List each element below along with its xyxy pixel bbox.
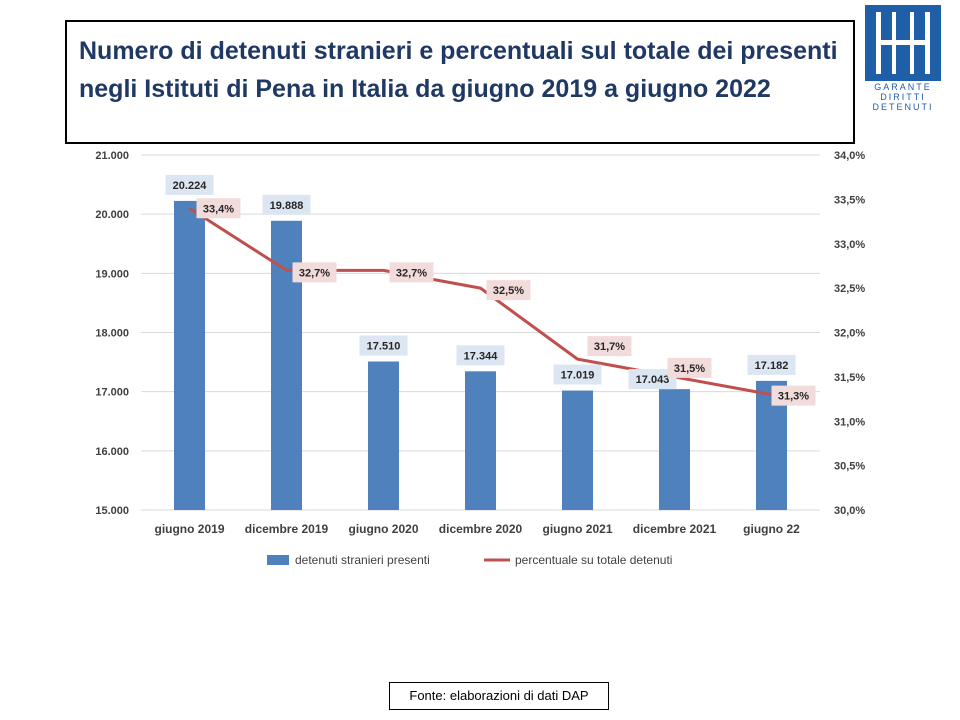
bar <box>465 371 496 510</box>
bar-label-bg <box>628 369 677 390</box>
logo-text-1: GARANTE <box>874 82 932 92</box>
bar-label-bg <box>553 364 602 385</box>
bar <box>562 390 593 510</box>
garante-logo-mark <box>865 5 941 81</box>
legend-label-bars: detenuti stranieri presenti <box>295 553 430 567</box>
y-right-tick-label: 30,0% <box>834 505 865 517</box>
title-box: Numero di detenuti stranieri e percentua… <box>65 20 855 144</box>
legend-label-line: percentuale su totale detenuti <box>515 553 672 567</box>
line-data-label: 33,4% <box>203 203 234 215</box>
y-left-tick-label: 20.000 <box>95 209 129 221</box>
chart-title: Numero di detenuti stranieri e percentua… <box>79 37 838 103</box>
line-label-bg <box>389 262 434 283</box>
bar-data-label: 17.019 <box>561 370 595 382</box>
line-data-label: 32,7% <box>396 267 427 279</box>
garante-logo: GARANTE DIRITTI DETENUTI <box>864 4 942 112</box>
y-right-tick-label: 31,0% <box>834 416 865 428</box>
x-tick-label: giugno 2020 <box>348 522 418 536</box>
y-right-tick-label: 31,5% <box>834 372 865 384</box>
y-left-tick-label: 16.000 <box>95 446 129 458</box>
y-left-tick-label: 21.000 <box>95 150 129 162</box>
y-right-tick-label: 33,5% <box>834 194 865 206</box>
x-tick-label: dicembre 2019 <box>245 522 329 536</box>
bar-data-label: 17.344 <box>464 350 499 362</box>
bar-label-bg <box>165 174 214 195</box>
y-left-tick-label: 18.000 <box>95 328 129 340</box>
x-tick-label: dicembre 2020 <box>439 522 523 536</box>
y-right-tick-label: 33,0% <box>834 239 865 251</box>
x-tick-label: giugno 22 <box>743 522 800 536</box>
y-right-tick-label: 34,0% <box>834 150 865 162</box>
bar-data-label: 20.224 <box>173 180 208 192</box>
legend-swatch-bars <box>267 555 289 565</box>
bar-label-bg <box>747 354 796 375</box>
bar-data-label: 17.510 <box>367 340 401 352</box>
bar-data-label: 17.043 <box>636 374 670 386</box>
logo-text-2: DIRITTI <box>880 92 926 102</box>
bar <box>368 361 399 510</box>
y-left-tick-label: 15.000 <box>95 505 129 517</box>
bar-label-bg <box>359 335 408 356</box>
x-tick-label: giugno 2021 <box>542 522 612 536</box>
line-label-bg <box>196 198 241 219</box>
line-data-label: 32,5% <box>493 285 524 297</box>
logo-text-3: DETENUTI <box>872 102 934 112</box>
line-label-bg <box>587 336 632 357</box>
bar <box>174 200 205 510</box>
y-right-tick-label: 30,5% <box>834 461 865 473</box>
combo-chart: 15.000 16.000 17.000 18.000 19.000 20.000 21.0… <box>95 150 865 567</box>
line-label-bg <box>486 280 531 301</box>
y-right-tick-label: 32,0% <box>834 328 865 340</box>
x-tick-label: giugno 2019 <box>154 522 224 536</box>
x-tick-label: dicembre 2021 <box>633 522 717 536</box>
y-right-tick-label: 32,5% <box>834 283 865 295</box>
source-note: Fonte: elaborazioni di dati DAP <box>389 682 609 710</box>
bar-data-label: 19.888 <box>270 200 304 212</box>
line-data-label: 31,5% <box>674 363 705 375</box>
bar-label-bg <box>262 194 311 215</box>
line-data-label: 32,7% <box>299 267 330 279</box>
line-label-bg <box>292 262 337 283</box>
line-data-label: 31,7% <box>594 341 625 353</box>
y-left-tick-label: 19.000 <box>95 268 129 280</box>
line-label-bg <box>771 385 816 406</box>
line-label-bg <box>667 357 712 378</box>
bar <box>659 389 690 510</box>
line-data-label: 31,3% <box>778 391 809 403</box>
y-left-tick-label: 17.000 <box>95 387 129 399</box>
bar-data-label: 17.182 <box>755 360 789 372</box>
bar-label-bg <box>456 345 505 366</box>
